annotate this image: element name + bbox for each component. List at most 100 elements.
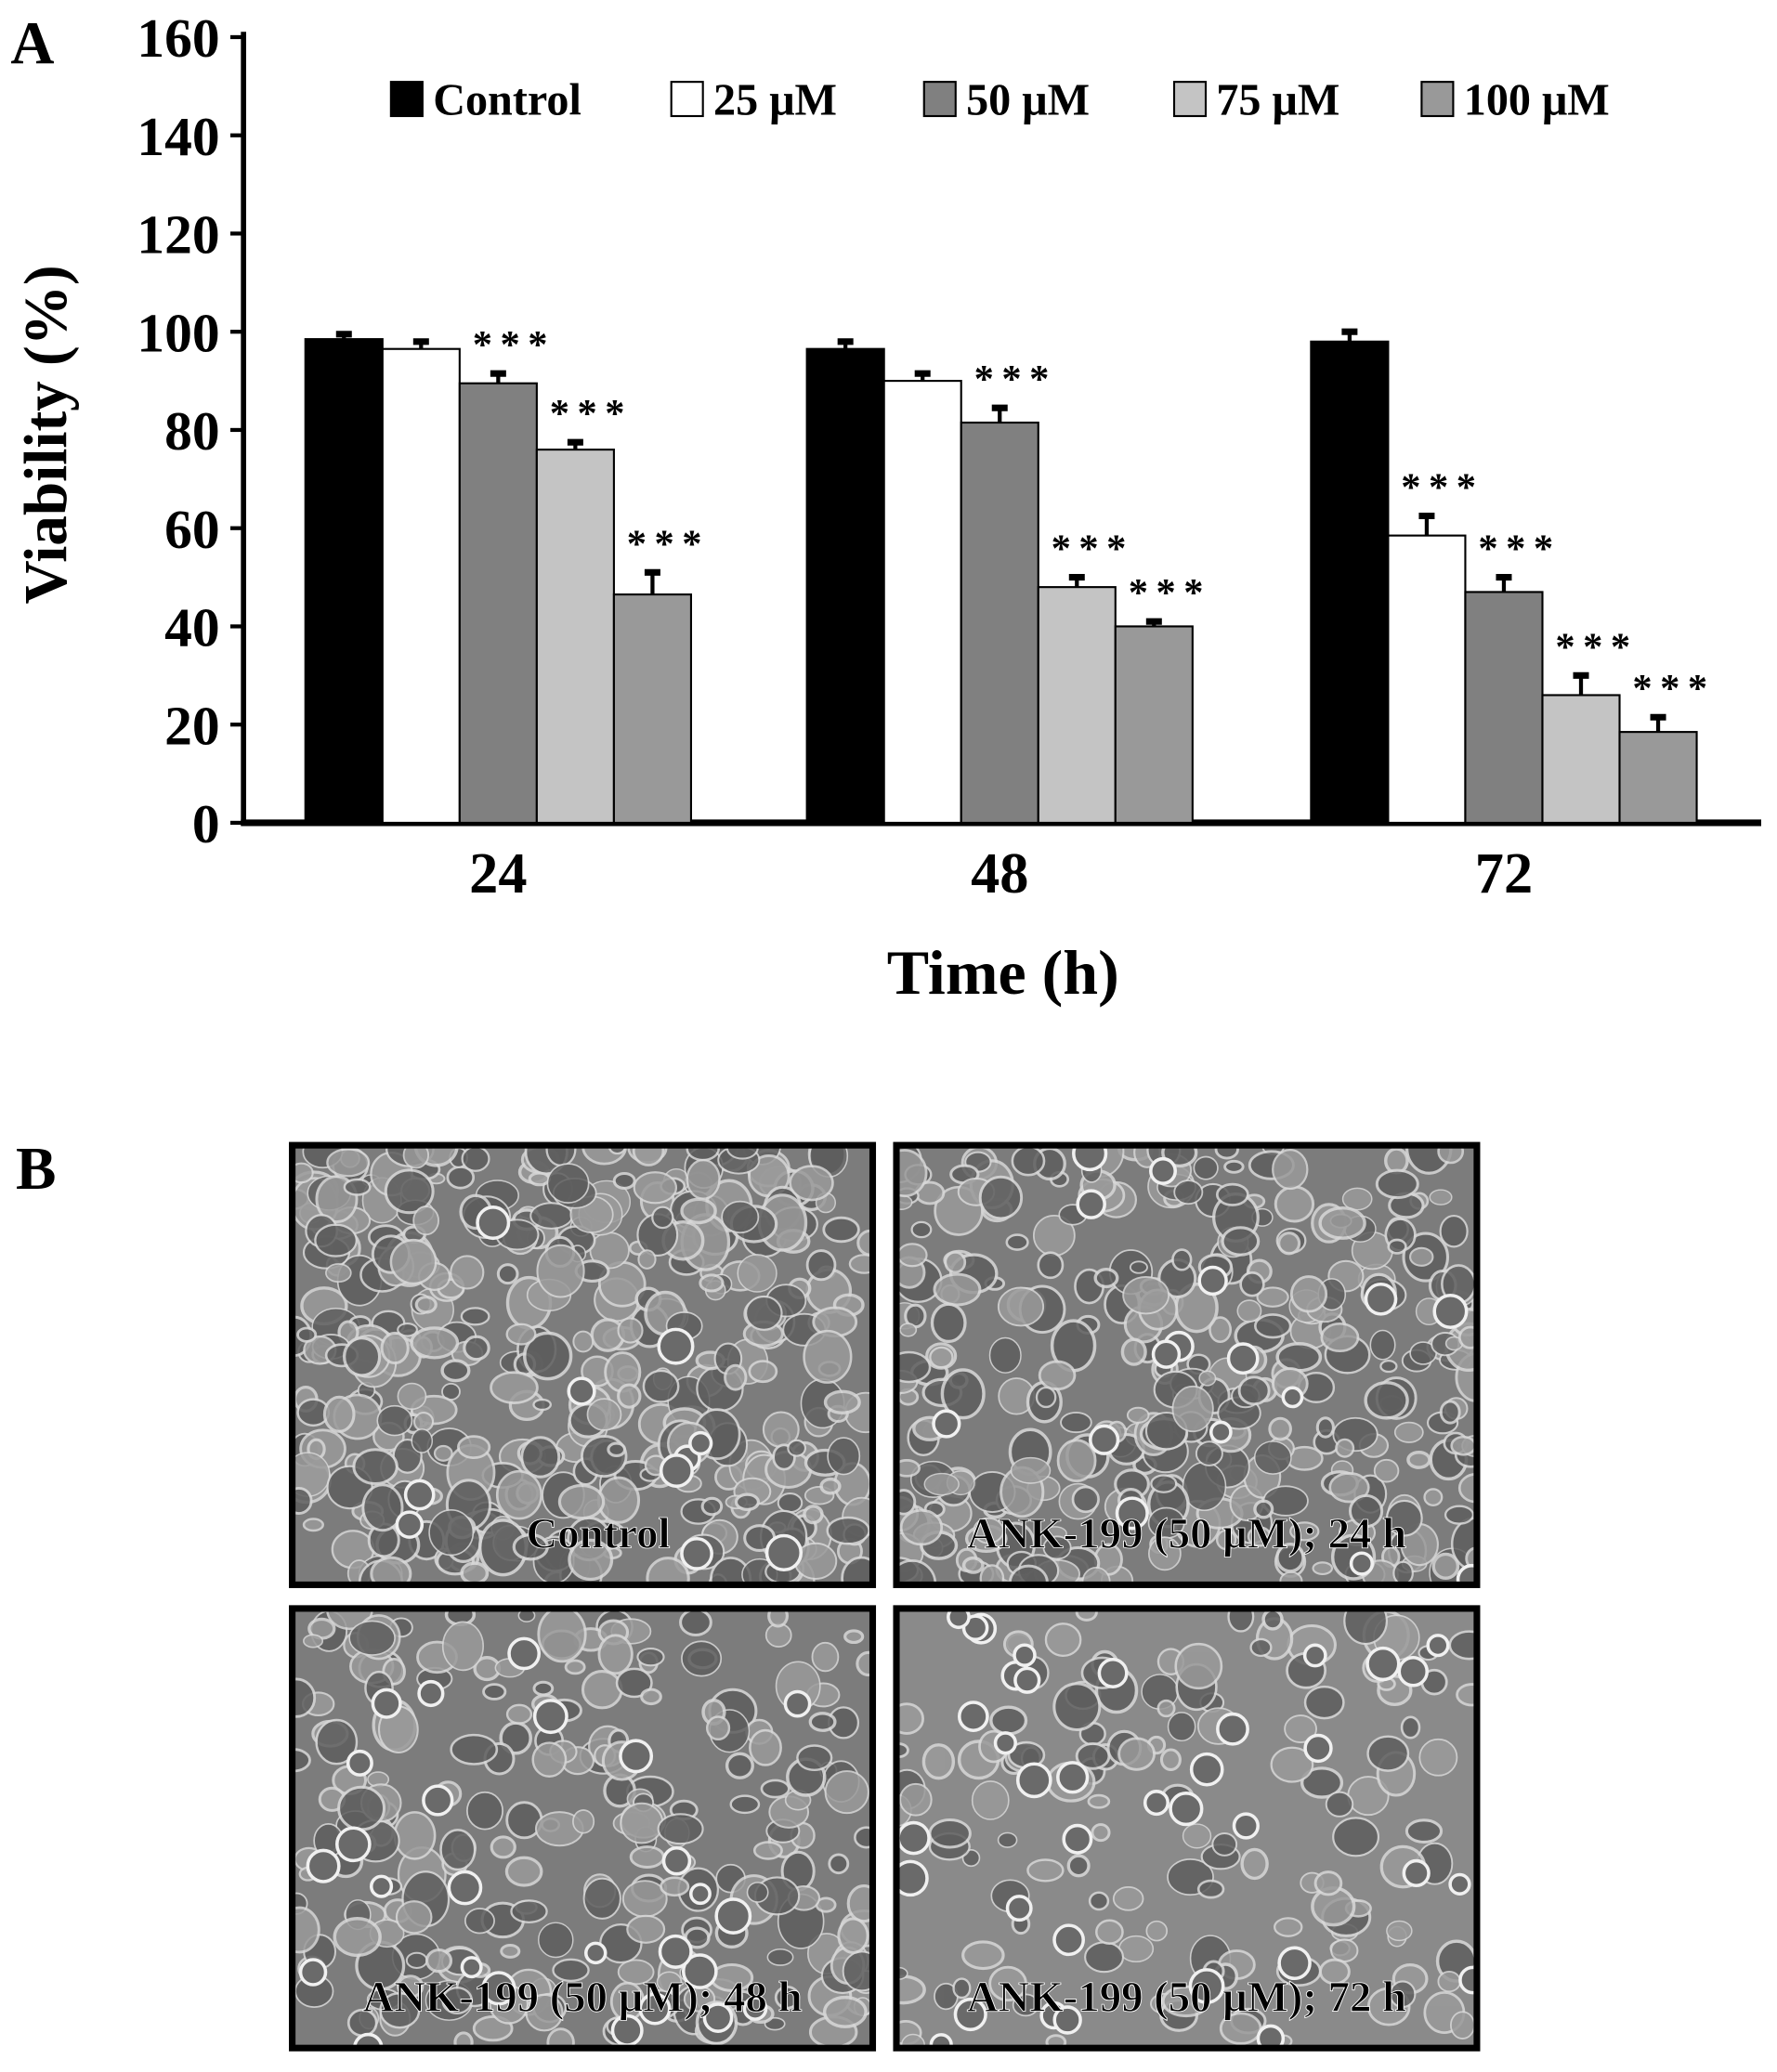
cell xyxy=(410,1326,460,1360)
cell xyxy=(482,1683,507,1701)
rounded-cell xyxy=(1115,1496,1149,1531)
cell xyxy=(411,1428,434,1453)
rounded-cell xyxy=(1432,1293,1469,1330)
rounded-cell xyxy=(1364,1282,1398,1316)
bar-75m-48h xyxy=(1037,586,1117,825)
cell xyxy=(828,1853,850,1875)
cell xyxy=(1274,1185,1315,1223)
rounded-cell xyxy=(417,1679,445,1708)
rounded-cell xyxy=(742,1996,768,2021)
cell xyxy=(656,1971,683,1993)
cell xyxy=(657,1813,704,1845)
bar-100m-72h xyxy=(1618,731,1698,825)
rounded-cell xyxy=(1226,1342,1260,1375)
rounded-cell xyxy=(1052,2005,1082,2035)
cell xyxy=(1284,1714,1317,1744)
rounded-cell xyxy=(1216,1712,1249,1746)
rounded-cell xyxy=(1456,1563,1477,1585)
cell xyxy=(1253,1440,1292,1475)
y-tick-label: 80 xyxy=(164,400,220,462)
cell xyxy=(532,1680,555,1697)
cell xyxy=(1366,1735,1410,1772)
rounded-cell xyxy=(1209,1420,1233,1444)
y-tick-label: 100 xyxy=(137,302,219,363)
cell xyxy=(1075,1741,1111,1770)
cell xyxy=(1275,1542,1305,1573)
rounded-cell xyxy=(395,1510,425,1539)
y-tick-label: 20 xyxy=(164,695,220,756)
rounded-cell xyxy=(567,1376,596,1406)
cell xyxy=(929,1346,954,1369)
rounded-cell xyxy=(298,1958,328,1987)
cell xyxy=(1268,1416,1292,1441)
rounded-cell xyxy=(532,1699,568,1735)
rounded-cell xyxy=(619,1739,654,1774)
cell xyxy=(1126,1406,1150,1424)
cell xyxy=(930,1302,967,1344)
cell xyxy=(1313,1870,1343,1896)
cell xyxy=(607,1441,627,1458)
cell xyxy=(597,1634,634,1675)
cell xyxy=(1005,1233,1029,1251)
cell xyxy=(1385,1499,1423,1537)
cell xyxy=(1328,1472,1370,1504)
cell xyxy=(1330,1938,1359,1963)
cell xyxy=(1437,1145,1465,1165)
cell xyxy=(1325,1791,1354,1818)
cell xyxy=(1088,1891,1110,1911)
rounded-cell xyxy=(1302,1643,1327,1668)
bar-50m-24h xyxy=(458,382,538,825)
cell xyxy=(686,1145,720,1162)
rounded-cell xyxy=(584,1941,608,1965)
cell xyxy=(724,1363,748,1391)
micrograph-label: ANK-199 (50 μM); 72 h xyxy=(967,1974,1406,2022)
cell xyxy=(632,1145,665,1166)
cell xyxy=(581,1670,623,1710)
cell xyxy=(1129,1260,1148,1274)
cell xyxy=(805,1249,837,1282)
cell xyxy=(510,1899,548,1923)
rounded-cell xyxy=(957,1701,989,1732)
cell xyxy=(342,1336,382,1377)
cell xyxy=(1038,1360,1077,1391)
cell xyxy=(1312,1561,1334,1576)
cell xyxy=(1303,1685,1345,1720)
cell xyxy=(896,1459,921,1478)
cell xyxy=(1389,1980,1417,2009)
cell xyxy=(612,1171,636,1190)
micrograph-label: Control xyxy=(527,1510,671,1558)
rounded-cell xyxy=(932,1409,961,1439)
rounded-cell xyxy=(680,1537,713,1570)
cell xyxy=(1237,1375,1271,1406)
significance-marker: *** xyxy=(1478,528,1561,571)
cell xyxy=(322,1395,356,1433)
cell xyxy=(1173,1179,1204,1205)
cell xyxy=(615,1667,653,1699)
cell xyxy=(352,1448,399,1486)
cell xyxy=(1249,1637,1273,1658)
cell xyxy=(749,1728,782,1766)
significance-marker: *** xyxy=(1129,571,1211,615)
cell xyxy=(1198,1370,1217,1387)
micrograph-label: ANK-199 (50 μM); 48 h xyxy=(362,1974,802,2022)
cell xyxy=(1221,1226,1261,1257)
bar-25m-24h xyxy=(381,347,461,825)
rounded-cell xyxy=(1005,1895,1033,1922)
cell xyxy=(699,1273,725,1293)
cell xyxy=(402,1145,430,1169)
cell xyxy=(1439,1215,1469,1248)
cell xyxy=(1261,1608,1284,1631)
cell xyxy=(1431,1552,1460,1580)
cell xyxy=(457,1435,491,1460)
cell xyxy=(1423,1488,1444,1507)
legend-label: 100 μM xyxy=(1464,76,1610,125)
cell xyxy=(1171,1248,1193,1271)
cell xyxy=(1373,1458,1400,1483)
cell xyxy=(978,1175,1024,1220)
significance-marker: *** xyxy=(974,358,1057,401)
micrograph-label: ANK-199 (50 μM); 24 h xyxy=(967,1510,1406,1558)
cell xyxy=(826,1516,870,1545)
cell xyxy=(361,1483,404,1532)
rounded-cell xyxy=(1052,1923,1085,1957)
cell xyxy=(1071,1485,1100,1514)
